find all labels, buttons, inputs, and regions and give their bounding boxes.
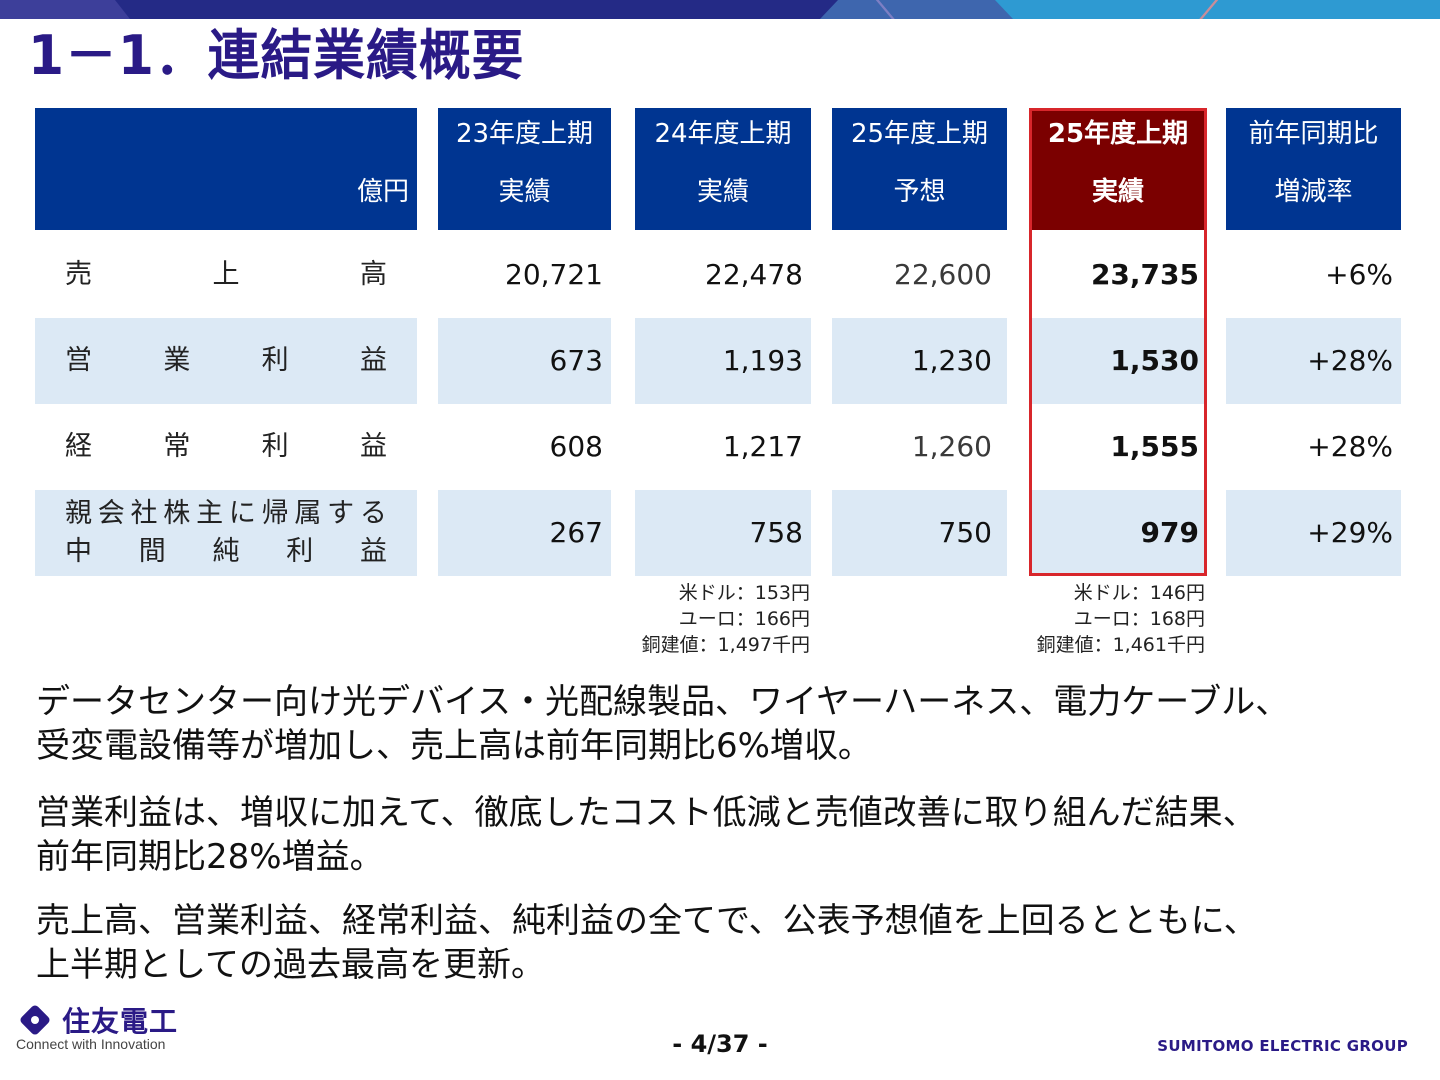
row-label-ordinary-income: 経 常 利 益 xyxy=(35,404,417,490)
header-period: 24年度上期 xyxy=(654,119,792,149)
label-char: 主 xyxy=(196,498,224,529)
row-label-net-income: 親 会 社 株 主 に 帰 属 す る 中 間 純 利 益 xyxy=(35,490,417,576)
table-header-col: 23年度上期 実績 xyxy=(438,108,611,230)
table-cell: 22,600 xyxy=(894,258,992,291)
paragraph-line: 上半期としての過去最高を更新。 xyxy=(36,945,545,985)
header-type: 増減率 xyxy=(1274,177,1353,207)
row-label-operating-income: 営 業 利 益 xyxy=(35,318,417,404)
table-cell: 1,217 xyxy=(722,430,803,463)
table-cell: 22,478 xyxy=(705,258,803,291)
company-logo: 住友電工 xyxy=(16,1000,178,1040)
fx-note-current: 米ドル：146円 ユーロ：168円 銅建値：1,461千円 xyxy=(955,580,1205,658)
label-char: 純 xyxy=(212,536,240,567)
company-name: 住友電工 xyxy=(62,1005,179,1038)
group-name: SUMITOMO ELECTRIC GROUP xyxy=(1157,1037,1408,1055)
table-cell: 20,721 xyxy=(505,258,603,291)
label-char: 社 xyxy=(130,498,158,529)
paragraph-line: 受変電設備等が増加し、売上高は前年同期比6%増収。 xyxy=(36,726,872,766)
table-cell: 1,193 xyxy=(635,318,811,404)
paragraph-line: 売上高、営業利益、経常利益、純利益の全てで、公表予想値を上回るとともに、 xyxy=(36,901,1258,941)
header-period: 23年度上期 xyxy=(455,119,594,149)
table-header-col: 前年同期比 増減率 xyxy=(1226,108,1401,230)
table-cell: 673 xyxy=(438,318,611,404)
summary-paragraph-1: データセンター向け光デバイス・光配線製品、ワイヤーハーネス、電力ケーブル、 受変… xyxy=(36,680,1426,768)
banner-segment xyxy=(0,0,130,19)
paragraph-line: 営業利益は、増収に加えて、徹底したコスト低減と売値改善に取り組んだ結果、 xyxy=(36,793,1257,833)
label-char: 業 xyxy=(163,345,191,376)
label-char: 中 xyxy=(65,536,92,567)
label-char: 益 xyxy=(359,431,387,462)
label-char: 属 xyxy=(294,498,322,529)
label-char: 営 xyxy=(65,345,92,376)
slide-title: 1－1．連結業績概要 xyxy=(28,24,525,87)
summary-paragraph-2: 営業利益は、増収に加えて、徹底したコスト低減と売値改善に取り組んだ結果、 前年同… xyxy=(36,791,1426,879)
note-usd: 米ドル：153円 xyxy=(678,582,810,604)
table-header-col-highlighted: 25年度上期 実績 xyxy=(1029,108,1207,230)
note-eur: ユーロ：166円 xyxy=(678,608,810,630)
table-cell-highlighted: 1,555 xyxy=(1110,430,1199,463)
label-char: す xyxy=(327,498,355,529)
label-char: 利 xyxy=(261,431,289,462)
table-cell: 608 xyxy=(549,430,603,463)
label-char: 間 xyxy=(138,536,166,567)
fx-note-prev-year: 米ドル：153円 ユーロ：166円 銅建値：1,497千円 xyxy=(560,580,810,658)
table-header-col: 24年度上期 実績 xyxy=(635,108,811,230)
label-char: 株 xyxy=(163,498,191,529)
label-char: る xyxy=(359,498,387,529)
header-type: 実績 xyxy=(1091,177,1144,207)
label-char: に xyxy=(228,498,256,529)
row-label-sales: 売 上 高 xyxy=(35,232,417,318)
header-type: 予想 xyxy=(893,177,946,207)
table-cell-highlighted: 1,530 xyxy=(1029,318,1207,404)
table-cell-highlighted: 23,735 xyxy=(1090,258,1199,291)
label-char: 高 xyxy=(360,259,387,290)
header-type: 実績 xyxy=(696,177,749,207)
label-char: 利 xyxy=(261,345,289,376)
table-cell: +28% xyxy=(1307,430,1393,463)
summary-paragraph-3: 売上高、営業利益、経常利益、純利益の全てで、公表予想値を上回るとともに、 上半期… xyxy=(36,899,1426,987)
table-cell: 267 xyxy=(438,490,611,576)
label-char: 会 xyxy=(97,498,125,529)
header-period: 前年同期比 xyxy=(1248,119,1379,149)
table-cell: +29% xyxy=(1226,490,1401,576)
label-char: 経 xyxy=(65,431,92,462)
table-cell: +28% xyxy=(1226,318,1401,404)
page-number: - 4/37 - xyxy=(672,1030,768,1058)
header-type: 実績 xyxy=(498,177,551,207)
table-cell: 750 xyxy=(832,490,1007,576)
paragraph-line: 前年同期比28%増益。 xyxy=(36,837,384,877)
note-eur: ユーロ：168円 xyxy=(1073,608,1205,630)
note-copper: 銅建値：1,461千円 xyxy=(1036,634,1205,656)
table-cell: 758 xyxy=(635,490,811,576)
table-cell: +6% xyxy=(1325,258,1393,291)
table-cell: 1,260 xyxy=(911,430,992,463)
banner-segment xyxy=(995,0,1440,19)
top-banner xyxy=(0,0,1440,19)
label-char: 利 xyxy=(286,536,314,567)
label-char: 上 xyxy=(212,259,240,290)
label-char: 帰 xyxy=(261,498,289,529)
label-char: 売 xyxy=(65,259,92,290)
table-cell: 1,230 xyxy=(832,318,1007,404)
logo-mark-icon xyxy=(16,1003,54,1037)
header-period: 25年度上期 xyxy=(1047,119,1189,149)
label-char: 益 xyxy=(359,345,387,376)
table-cell-highlighted: 979 xyxy=(1029,490,1207,576)
paragraph-line: データセンター向け光デバイス・光配線製品、ワイヤーハーネス、電力ケーブル、 xyxy=(36,682,1290,722)
note-usd: 米ドル：146円 xyxy=(1073,582,1205,604)
label-char: 益 xyxy=(360,536,387,567)
unit-label: 億円 xyxy=(356,177,409,207)
company-tagline: Connect with Innovation xyxy=(16,1036,166,1052)
label-char: 親 xyxy=(65,498,92,529)
table-header-col: 25年度上期 予想 xyxy=(832,108,1007,230)
table-header-unit: 億円 xyxy=(35,108,417,230)
label-char: 常 xyxy=(163,431,191,462)
header-period: 25年度上期 xyxy=(850,119,989,149)
note-copper: 銅建値：1,497千円 xyxy=(641,634,810,656)
